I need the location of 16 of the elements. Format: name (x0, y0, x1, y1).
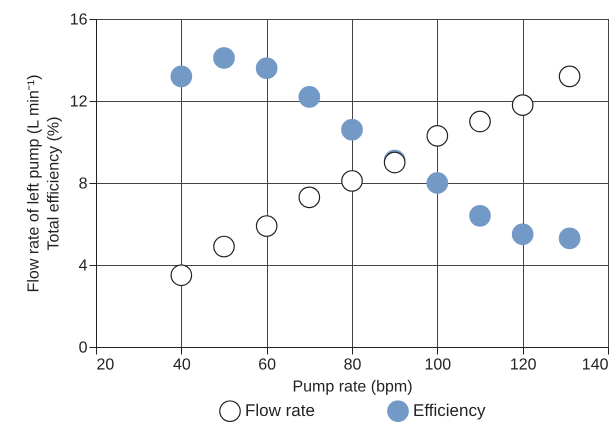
x-tick-label: 80 (344, 356, 362, 374)
y-tick-label: 0 (78, 340, 88, 356)
y-tick-label: 12 (70, 94, 88, 110)
x-axis-title: Pump rate (bpm) (292, 378, 413, 396)
y-axis-title: Flow rate of left pump (L min⁻¹) Total efficiency (%) (26, 74, 63, 292)
y-tick-label: 16 (70, 12, 88, 28)
y-tick-label: 8 (78, 176, 88, 192)
x-tick-label: 100 (424, 356, 452, 374)
legend-label: Efficiency (413, 401, 486, 420)
x-tick-label: 140 (582, 356, 609, 374)
x-tick-label: 60 (258, 356, 276, 374)
x-tick-label: 20 (96, 356, 114, 374)
y-tick-label: 4 (78, 258, 88, 274)
legend-label: Flow rate (245, 401, 315, 420)
x-tick-label: 120 (510, 356, 537, 374)
x-tick-label: 40 (172, 356, 191, 374)
